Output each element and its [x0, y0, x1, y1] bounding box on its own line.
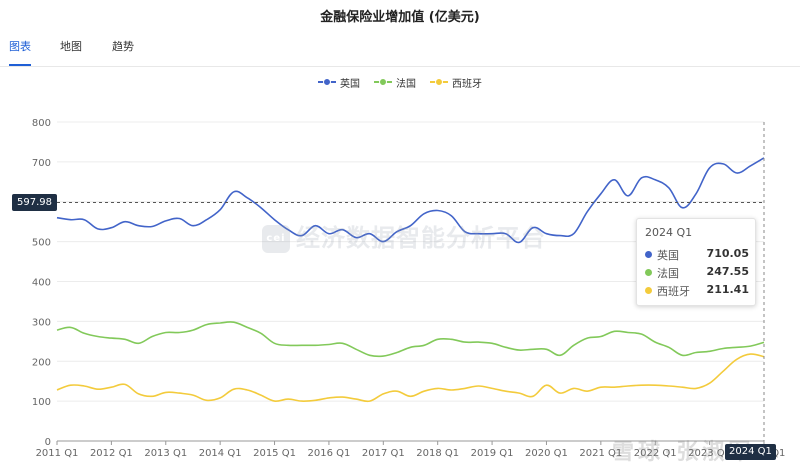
legend-item-france[interactable]: 法国: [374, 74, 416, 90]
legend-item-uk[interactable]: 英国: [318, 74, 360, 90]
x-tick-label: 2015 Q1: [253, 448, 296, 459]
tooltip-value-france: 247.55: [706, 265, 749, 278]
x-tick-label: 2022 Q1: [634, 448, 677, 459]
legend-label-spain: 西班牙: [452, 78, 482, 90]
y-tick-label: 100: [32, 397, 51, 408]
y-tick-label: 400: [32, 278, 51, 289]
y-tick-label: 300: [32, 317, 51, 328]
chart-legend: 英国 法国 西班牙: [0, 74, 800, 90]
x-tick-label: 2021 Q1: [579, 448, 622, 459]
y-tick-label: 500: [32, 238, 51, 249]
tooltip-row-france: 法国 247.55: [645, 265, 749, 281]
crosshair-x-label: 2024 Q1: [725, 444, 776, 460]
x-tick-label: 2016 Q1: [307, 448, 350, 459]
x-tick-label: 2020 Q1: [525, 448, 568, 459]
tooltip-row-uk: 英国 710.05: [645, 247, 749, 263]
crosshair-y-label: 597.98: [12, 194, 57, 211]
y-tick-label: 700: [32, 158, 51, 169]
x-tick-label: 2012 Q1: [90, 448, 133, 459]
tab-trend[interactable]: 趋势: [112, 40, 134, 53]
y-tick-label: 0: [45, 437, 51, 448]
tooltip-title: 2024 Q1: [645, 226, 693, 239]
platform-logo-icon: cei: [262, 225, 290, 253]
watermark-text: 经济数据智能分析平台: [296, 224, 546, 252]
tooltip-value-uk: 710.05: [706, 247, 749, 260]
tooltip-name-spain: 西班牙: [657, 285, 690, 298]
tooltip-value-spain: 211.41: [706, 283, 749, 296]
series-line-france: [56, 321, 765, 358]
chart-tooltip: 2024 Q1 英国 710.05 法国 247.55 西班牙 211.41: [636, 218, 756, 306]
legend-swatch-spain: [430, 77, 448, 87]
legend-label-uk: 英国: [340, 78, 360, 90]
x-tick-label: 2018 Q1: [416, 448, 459, 459]
x-tick-label: 2019 Q1: [471, 448, 514, 459]
x-tick-label: 2011 Q1: [36, 448, 79, 459]
x-tick-label: 2013 Q1: [144, 448, 187, 459]
tooltip-name-uk: 英国: [657, 249, 679, 262]
x-tick-label: 2023 Q1: [688, 448, 731, 459]
series-line-uk: [56, 157, 765, 244]
y-tick-label: 200: [32, 357, 51, 368]
tooltip-dot-france: [645, 269, 652, 276]
series-line-spain: [56, 353, 765, 403]
tooltip-name-france: 法国: [657, 267, 679, 280]
legend-label-france: 法国: [396, 78, 416, 90]
tooltip-row-spain: 西班牙 211.41: [645, 283, 749, 299]
legend-item-spain[interactable]: 西班牙: [430, 74, 482, 90]
legend-swatch-france: [374, 77, 392, 87]
tooltip-dot-spain: [645, 287, 652, 294]
tab-map[interactable]: 地图: [60, 40, 82, 53]
view-tabs: 图表 地图 趋势: [0, 38, 800, 67]
tab-chart[interactable]: 图表: [9, 38, 31, 66]
page-title: 金融保险业增加值 (亿美元): [320, 10, 480, 25]
x-tick-label: 2014 Q1: [199, 448, 242, 459]
x-tick-label: 2017 Q1: [362, 448, 405, 459]
platform-watermark: cei 经济数据智能分析平台: [262, 218, 562, 258]
legend-swatch-uk: [318, 77, 336, 87]
tooltip-dot-uk: [645, 251, 652, 258]
y-tick-label: 800: [32, 118, 51, 129]
